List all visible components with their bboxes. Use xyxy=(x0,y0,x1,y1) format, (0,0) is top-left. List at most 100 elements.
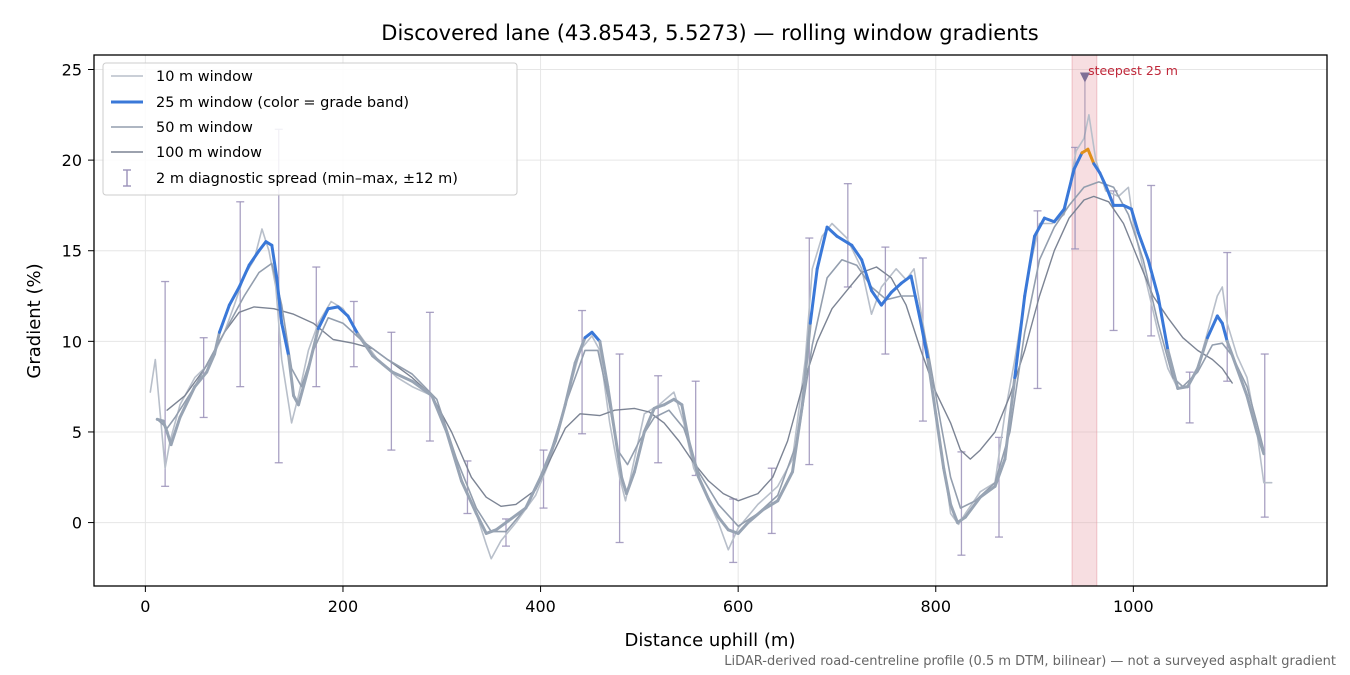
series-segment-w25 xyxy=(524,475,543,510)
steepest-marker xyxy=(1079,72,1090,150)
legend-box xyxy=(102,62,518,196)
series-segment-w25 xyxy=(642,406,656,434)
legend-swatch-spread xyxy=(123,169,131,187)
x-tick-label: 1000 xyxy=(1113,597,1154,616)
series-segment-w25 xyxy=(445,430,464,483)
series-segment-w25 xyxy=(1003,376,1017,461)
series-segment-w25 xyxy=(1146,258,1160,298)
series-segment-w25 xyxy=(237,263,251,289)
series-segment-w25 xyxy=(672,397,684,407)
series-segment-w25 xyxy=(860,258,874,293)
series-segment-w25 xyxy=(850,243,864,262)
x-tick-label: 400 xyxy=(525,597,556,616)
series-segment-w25 xyxy=(1196,336,1209,371)
series-segment-w25 xyxy=(1255,430,1266,456)
spread-bar xyxy=(236,201,245,388)
series-segment-w25 xyxy=(1176,385,1190,390)
series-segment-w25 xyxy=(213,330,221,356)
series-segment-w25 xyxy=(306,327,320,371)
series-segment-w25 xyxy=(1086,147,1096,166)
x-axis-label: Distance uphill (m) xyxy=(625,630,796,651)
series-segment-w25 xyxy=(1205,314,1219,340)
series-segment-w25 xyxy=(697,475,711,501)
series-segment-w25 xyxy=(606,385,617,434)
series-segment-w25 xyxy=(680,403,691,443)
series-line-w50 xyxy=(156,181,1265,533)
series-segment-w25 xyxy=(430,394,449,434)
series-segment-w25 xyxy=(825,225,839,238)
series-segment-w25 xyxy=(1166,348,1180,390)
spread-bar xyxy=(1223,251,1232,382)
series-segment-w25 xyxy=(227,285,241,307)
spread-bar xyxy=(1033,210,1042,390)
series-segment-w25 xyxy=(336,305,350,318)
series-segment-w25 xyxy=(978,484,997,499)
y-tick-label: 10 xyxy=(62,332,82,351)
legend-label-w25: 25 m window (color = grade band) xyxy=(156,95,409,111)
series-segment-w25 xyxy=(346,314,360,336)
gradient-series-lines xyxy=(149,114,1273,560)
series-segment-w25 xyxy=(625,470,636,496)
series-segment-w25 xyxy=(1042,216,1056,224)
series-segment-w25 xyxy=(494,517,513,532)
y-tick-label: 5 xyxy=(72,423,82,442)
series-segment-w25 xyxy=(899,274,913,285)
y-tick-label: 0 xyxy=(72,514,82,533)
series-segment-w25 xyxy=(326,305,340,311)
series-segment-w25 xyxy=(889,281,903,294)
series-segment-w25 xyxy=(1023,234,1037,298)
spread-bar xyxy=(578,309,587,435)
series-segment-w25 xyxy=(1072,151,1084,171)
x-tick-label: 800 xyxy=(920,597,951,616)
y-tick-label: 20 xyxy=(62,151,82,170)
series-segment-w25 xyxy=(287,354,296,398)
series-segment-w25 xyxy=(934,412,946,470)
series-segment-w25 xyxy=(1186,367,1200,389)
y-axis-label: Gradient (%) xyxy=(24,263,45,378)
series-segment-w25 xyxy=(707,497,720,519)
legend-label-w50: 50 m window xyxy=(156,120,253,136)
legend-label-w100: 100 m window xyxy=(156,145,262,161)
series-segment-w25 xyxy=(217,303,231,334)
series-segment-w25 xyxy=(371,354,394,374)
series-segment-w25 xyxy=(736,521,750,535)
series-segment-w25 xyxy=(776,470,795,503)
series-segment-w25 xyxy=(178,385,197,419)
spread-bar xyxy=(539,449,548,509)
series-segment-w25 xyxy=(620,475,629,496)
series-segment-w25 xyxy=(632,430,646,474)
series-segment-w25 xyxy=(761,499,780,512)
series-segment-w25 xyxy=(280,321,291,358)
series-segment-w25 xyxy=(390,370,414,383)
series-segment-w25 xyxy=(909,274,923,325)
series-segment-w25 xyxy=(1033,216,1046,238)
series-segment-w25 xyxy=(955,515,967,525)
series-segment-w25 xyxy=(484,528,498,535)
spread-bar xyxy=(1260,353,1269,518)
series-segment-w25 xyxy=(205,352,217,374)
y-axis-ticks: 0 5 10 15 20 25 xyxy=(62,60,94,533)
series-segment-w25 xyxy=(316,307,330,331)
spread-bar xyxy=(805,237,814,466)
y-tick-label: 25 xyxy=(62,60,82,79)
steepest-annotation: steepest 25 m xyxy=(1088,63,1178,78)
series-segment-w25 xyxy=(835,234,854,247)
series-segment-w25 xyxy=(687,439,701,479)
series-segment-w25 xyxy=(1098,171,1108,187)
series-segment-w25 xyxy=(726,528,740,535)
spread-bar xyxy=(615,353,624,544)
series-segment-w25 xyxy=(1220,321,1229,343)
chart-title: Discovered lane (43.8543, 5.5273) — roll… xyxy=(381,21,1038,45)
series-segment-w25 xyxy=(1245,394,1259,434)
series-segment-w25 xyxy=(926,357,938,416)
series-segment-w25 xyxy=(1052,207,1066,224)
legend-label-spread: 2 m diagnostic spread (min–max, ±12 m) xyxy=(156,171,458,187)
series-segment-w25 xyxy=(879,290,893,307)
series-segment-w25 xyxy=(808,267,819,325)
series-segment-w25 xyxy=(963,495,982,519)
series-segment-w25 xyxy=(870,289,883,307)
series-segment-w25 xyxy=(1136,231,1150,262)
series-segment-w25 xyxy=(257,240,268,253)
footnote: LiDAR-derived road-centreline profile (0… xyxy=(724,654,1336,669)
